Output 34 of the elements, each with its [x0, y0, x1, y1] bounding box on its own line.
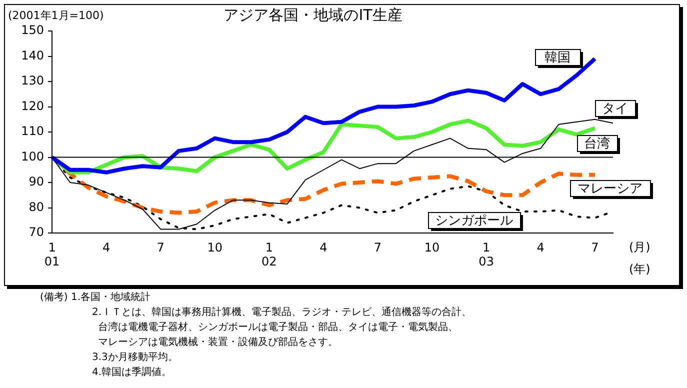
x-tick-label: 4 [102, 240, 110, 254]
y-tick-label: 150 [21, 23, 44, 38]
x-tick-label: 1 02 [262, 240, 277, 269]
x-axis-title: (月) (年) [629, 240, 650, 276]
text: マレーシアは電気機械・装置・設備及び部品をさす。 [97, 336, 339, 350]
x-tick-label: 4 [536, 240, 544, 254]
y-tick-label: 90 [28, 174, 44, 189]
y-tick-label: 120 [21, 98, 44, 113]
y-tick-label: 100 [21, 149, 44, 164]
y-tick-label: 140 [21, 48, 44, 62]
series-label: 韓国 [544, 50, 570, 66]
series-label: タイ [602, 101, 628, 116]
y-tick-label: 110 [21, 124, 44, 138]
x-tick-label: 7 [156, 240, 164, 254]
series-label: マレーシア [578, 181, 642, 196]
x-tick-label: 7 [374, 240, 382, 254]
x-tick-label: 1 01 [44, 240, 60, 269]
text: 2.ＩＴとは、韓国は事務用計算機、電子製品、ラジオ・テレビ、通信機器等の合計、 [91, 306, 472, 320]
text: 3.3か月移動平均。 [91, 351, 179, 365]
text: 4.韓国は季調値。 [91, 366, 173, 380]
x-tick-label: 10 [207, 240, 223, 254]
x-tick-label: 10 [424, 240, 440, 254]
x-tick-label: 1 03 [478, 240, 494, 269]
text: 台湾は電機電子器材、シンガポールは電子製品・部品、タイは電子・電気製品、 [97, 320, 459, 335]
series-label: 台湾 [584, 135, 610, 152]
y-axis-title: (2001年1月=100) [8, 8, 104, 22]
series-label: シンガポール [435, 213, 513, 228]
y-tick-label: 130 [21, 74, 44, 88]
chart-title: アジア各国・地域のIT生産 [224, 6, 402, 24]
x-tick-label: 4 [320, 240, 328, 254]
text: (備考) 1.各国・地域統計 [40, 290, 152, 305]
y-tick-label: 80 [28, 200, 44, 214]
x-tick-label: 7 [591, 240, 599, 254]
y-tick-label: 70 [28, 225, 44, 240]
